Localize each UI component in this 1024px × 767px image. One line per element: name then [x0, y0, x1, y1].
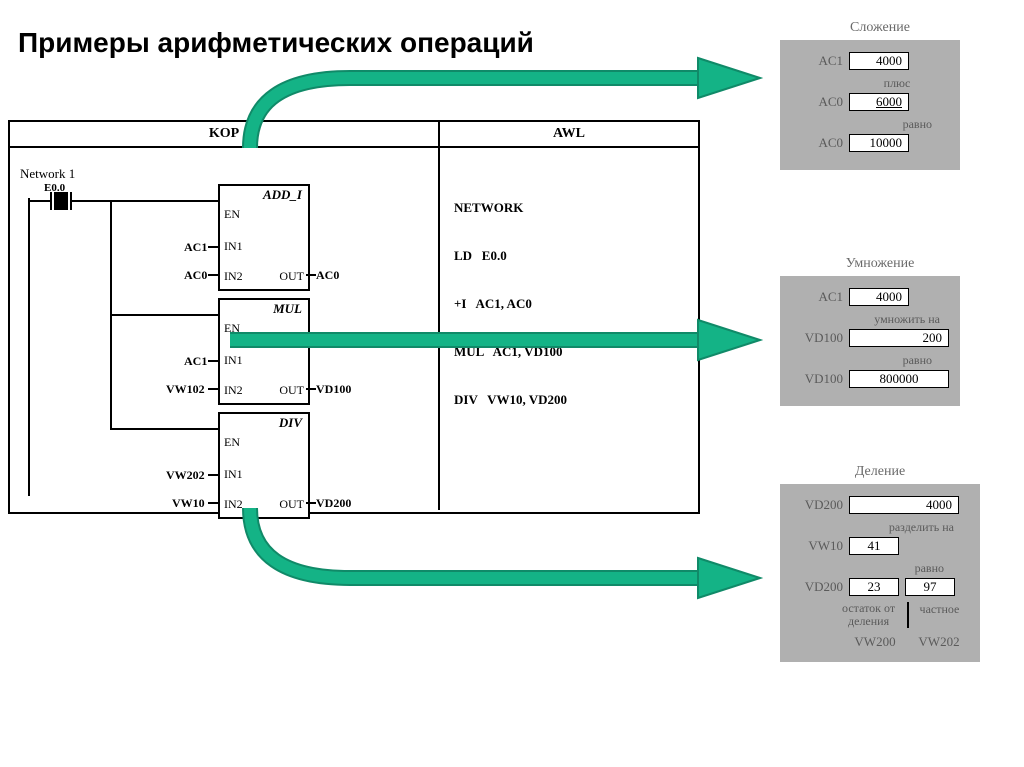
- wire: [208, 388, 218, 390]
- value-box: 10000: [849, 134, 909, 152]
- stl-listing: NETWORK LD E0.0 +I AC1, AC0 MUL AC1, VD1…: [454, 168, 567, 440]
- pin-en: EN: [224, 207, 240, 225]
- reg-label: AC1: [788, 53, 849, 69]
- src-in2: VW102: [166, 382, 205, 397]
- pin-in2: IN2: [224, 383, 243, 401]
- stl-line: DIV VW10, VD200: [454, 392, 567, 408]
- divider-tick: [907, 602, 909, 628]
- wire: [306, 502, 316, 504]
- panel-div-title: Деление: [800, 464, 960, 480]
- panel-add: AC1 4000 плюс AC0 6000 равно AC0 10000: [780, 40, 960, 170]
- wire: [208, 474, 218, 476]
- fnblock-div: DIV EN IN1 IN2OUT: [218, 412, 310, 519]
- panel-div: VD200 4000 разделить на VW10 41 равно VD…: [780, 484, 980, 662]
- fnblock-add: ADD_I EN IN1 IN2 OUT: [218, 184, 310, 291]
- stl-line: LD E0.0: [454, 248, 567, 264]
- pin-in1: IN1: [224, 239, 243, 257]
- wire: [208, 246, 218, 248]
- eq-label: равно: [788, 561, 972, 576]
- pin-in2: IN2: [224, 269, 243, 287]
- fnblock-title: MUL: [220, 300, 308, 319]
- value-box: 41: [849, 537, 899, 555]
- wire: [110, 428, 218, 430]
- wire: [306, 388, 316, 390]
- eq-label: равно: [788, 117, 952, 132]
- op-label: разделить на: [788, 520, 972, 535]
- panel-mul: AC1 4000 умножить на VD100 200 равно VD1…: [780, 276, 960, 406]
- network-label: Network 1: [20, 166, 75, 182]
- src-in2: VW10: [172, 496, 205, 511]
- value-box: 4000: [849, 288, 909, 306]
- arrow-to-div: [230, 508, 760, 618]
- panel-mul-title: Умножение: [800, 256, 960, 272]
- reg-label: VW10: [788, 538, 849, 554]
- src-in1: VW202: [166, 468, 205, 483]
- value-box-quotient: 97: [905, 578, 955, 596]
- op-label: плюс: [788, 76, 952, 91]
- value-box: 4000: [849, 496, 959, 514]
- wire: [306, 274, 316, 276]
- reg-label: AC0: [788, 94, 849, 110]
- reg-label: VD200: [788, 579, 849, 595]
- quotient-label: частное: [913, 602, 972, 628]
- value-box: 6000: [849, 93, 909, 111]
- pin-out: OUT: [279, 383, 304, 401]
- reg-label: VD200: [788, 497, 849, 513]
- bottom-reg-left: VW200: [843, 634, 907, 650]
- contact-bar: [50, 192, 52, 210]
- wire: [208, 360, 218, 362]
- remainder-label: остаток от деления: [840, 602, 903, 628]
- wire: [208, 502, 218, 504]
- pin-in1: IN1: [224, 467, 243, 485]
- pin-out: OUT: [279, 269, 304, 287]
- wire: [28, 200, 50, 202]
- src-in2: AC0: [184, 268, 207, 283]
- value-box: 800000: [849, 370, 949, 388]
- arrow-to-mul: [230, 320, 760, 360]
- reg-label: AC0: [788, 135, 849, 151]
- stl-line: NETWORK: [454, 200, 567, 216]
- contact-symbol: [54, 192, 68, 210]
- wire: [208, 274, 218, 276]
- dst-out: AC0: [316, 268, 339, 283]
- reg-label: VD100: [788, 330, 849, 346]
- dst-out: VD100: [316, 382, 351, 397]
- reg-label: AC1: [788, 289, 849, 305]
- value-box: 200: [849, 329, 949, 347]
- wire: [72, 200, 112, 202]
- pin-en: EN: [224, 435, 240, 453]
- fnblock-title: ADD_I: [220, 186, 308, 205]
- src-in1: AC1: [184, 240, 207, 255]
- wire: [110, 200, 218, 202]
- wire: [110, 314, 218, 316]
- ladder-diagram: KOP AWL Network 1 NETWORK LD E0.0 +I AC1…: [8, 120, 700, 514]
- reg-label: VD100: [788, 371, 849, 387]
- power-rail: [28, 198, 30, 496]
- panel-add-title: Сложение: [800, 20, 960, 36]
- bottom-reg-right: VW202: [907, 634, 971, 650]
- arrow-to-add: [230, 48, 760, 158]
- value-box-remainder: 23: [849, 578, 899, 596]
- stl-line: +I AC1, AC0: [454, 296, 567, 312]
- eq-label: равно: [788, 353, 952, 368]
- value-box: 4000: [849, 52, 909, 70]
- op-label: умножить на: [788, 312, 952, 327]
- src-in1: AC1: [184, 354, 207, 369]
- fnblock-title: DIV: [220, 414, 308, 433]
